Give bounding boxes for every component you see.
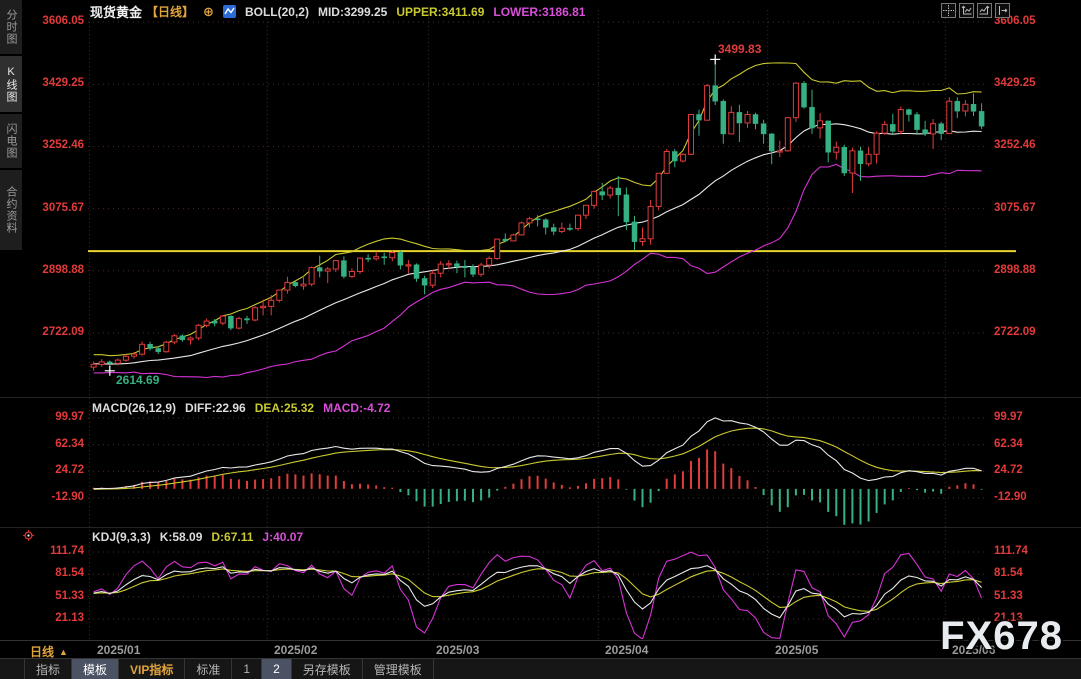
kdj-k-value: K:58.09 (159, 530, 203, 544)
timeframe-button[interactable]: 日线 ▲ (30, 643, 68, 660)
main-chart-header: 现货黄金 【日线】 ⊕ BOLL(20,2) MID:3299.25 UPPER… (90, 2, 585, 21)
toolbar-item-standard[interactable]: 标准 (185, 659, 233, 679)
axis-scale-right-icon[interactable] (977, 3, 992, 18)
chart-tool-icons (941, 3, 1010, 18)
period-label: 【日线】 (146, 5, 195, 19)
kdj-axis-label-right: 111.74 (994, 545, 1028, 557)
macd-axis-label-left: 62.34 (55, 438, 84, 450)
kdj-j-value: J:40.07 (262, 530, 304, 544)
price-axis-label-left: 3252.46 (42, 139, 84, 151)
macd-axis-label-left: 24.72 (55, 464, 84, 476)
kdj-axis-label-right: 21.13 (994, 612, 1023, 624)
macd-header: MACD(26,12,9) DIFF:22.96 DEA:25.32 MACD:… (92, 401, 390, 415)
boll-lower-value: LOWER:3186.81 (493, 4, 586, 19)
kdj-axis-label-right: 51.33 (994, 590, 1023, 602)
watermark: FX678 (940, 614, 1063, 658)
price-axis-label-left: 3075.67 (42, 202, 84, 214)
macd-indicator-label: MACD(26,12,9) (92, 401, 177, 415)
macd-dea-value: DEA:25.32 (254, 401, 315, 415)
kdj-axis-label-left: 51.33 (55, 590, 84, 602)
zoom-icon[interactable]: ⊕ (203, 3, 214, 19)
toolbar-item-page-1[interactable]: 1 (232, 659, 263, 679)
kdj-axis-label-left: 21.13 (55, 612, 84, 624)
pan-icon[interactable] (941, 3, 956, 18)
price-axis-label-left: 3429.25 (42, 77, 84, 89)
macd-diff-value: DIFF:22.96 (185, 401, 246, 415)
panel-divider-main-macd (0, 397, 1081, 398)
macd-axis-label-right: -12.90 (994, 491, 1027, 503)
price-axis-label-right: 2898.88 (994, 264, 1036, 276)
axis-scale-left-icon[interactable] (959, 3, 974, 18)
panel-divider-macd-kdj (0, 527, 1081, 528)
toolbar-item-vip-indicators[interactable]: VIP指标 (119, 659, 186, 679)
month-axis-label: 2025/01 (97, 643, 141, 657)
sidebar-tab-kline[interactable]: K线图 (0, 56, 22, 112)
boll-indicator-label: BOLL(20,2) (244, 4, 309, 19)
price-axis-label-right: 2722.09 (994, 326, 1036, 338)
axis-shift-icon[interactable] (995, 3, 1010, 18)
macd-axis-label-right: 62.34 (994, 438, 1023, 450)
toolbar-item-indicators[interactable]: 指标 (24, 659, 73, 679)
toolbar-item-manage-templates[interactable]: 管理模板 (363, 659, 434, 679)
toolbar-item-templates[interactable]: 模板 (72, 659, 120, 679)
month-axis-label: 2025/02 (274, 643, 318, 657)
annotation-high-price: 3499.83 (718, 42, 762, 56)
macd-axis-label-right: 99.97 (994, 411, 1023, 423)
price-axis-label-left: 2898.88 (42, 264, 84, 276)
month-axis-label: 2025/05 (775, 643, 819, 657)
price-axis-label-right: 3429.25 (994, 77, 1036, 89)
dropdown-triangle-icon: ▲ (59, 646, 68, 657)
kdj-header: KDJ(9,3,3) K:58.09 D:67.11 J:40.07 (92, 530, 303, 544)
toolbar-item-page-2[interactable]: 2 (262, 659, 292, 679)
month-axis-label: 2025/03 (436, 643, 480, 657)
left-tab-bar: 分时图 K线图 闪电图 合约资料 (0, 0, 22, 254)
price-axis-label-right: 3606.05 (994, 15, 1036, 27)
macd-bar-value: MACD:-4.72 (323, 401, 391, 415)
boll-mid-value: MID:3299.25 (317, 4, 388, 19)
price-axis-label-right: 3252.46 (994, 139, 1036, 151)
price-axis-label-right: 3075.67 (994, 202, 1036, 214)
kdj-settings-icon[interactable] (23, 528, 34, 546)
annotation-low-price: 2614.69 (116, 373, 160, 387)
kdj-axis-label-right: 81.54 (994, 567, 1023, 579)
month-axis-label: 2025/04 (605, 643, 649, 657)
sidebar-tab-contract-info[interactable]: 合约资料 (0, 170, 22, 250)
sidebar-tab-timeshare[interactable]: 分时图 (0, 0, 22, 54)
price-axis-label-left: 3606.05 (42, 15, 84, 27)
toolbar-item-save-template[interactable]: 另存模板 (292, 659, 363, 679)
month-axis-label: 2025/06 (952, 643, 996, 657)
boll-upper-value: UPPER:3411.69 (396, 4, 485, 19)
kdj-d-value: D:67.11 (211, 530, 254, 544)
macd-axis-label-right: 24.72 (994, 464, 1023, 476)
macd-axis-label-left: -12.90 (51, 491, 84, 503)
price-axis-label-left: 2722.09 (42, 326, 84, 338)
symbol-title: 现货黄金 (90, 5, 143, 20)
kdj-indicator-label: KDJ(9,3,3) (92, 530, 151, 544)
bottom-toolbar: 指标 模板 VIP指标 标准 1 2 另存模板 管理模板 (0, 658, 1081, 679)
timeframe-label: 日线 (30, 645, 55, 659)
macd-axis-label-left: 99.97 (55, 411, 84, 423)
xaxis-divider (0, 640, 1081, 641)
kdj-axis-label-left: 81.54 (55, 567, 84, 579)
kdj-axis-label-left: 111.74 (50, 545, 84, 557)
boll-chart-icon (222, 5, 236, 18)
sidebar-tab-flash[interactable]: 闪电图 (0, 114, 22, 168)
